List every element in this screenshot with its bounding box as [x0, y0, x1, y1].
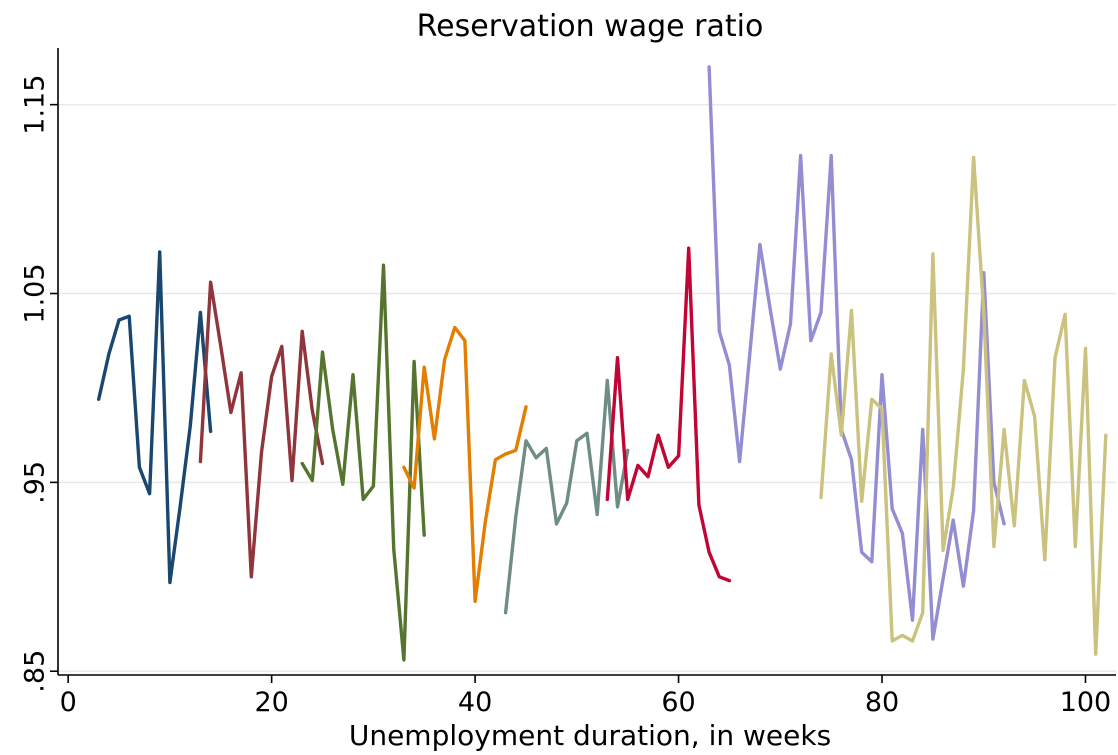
x-axis-label: Unemployment duration, in weeks	[349, 719, 831, 752]
x-tick-label: 100	[1060, 687, 1112, 718]
y-tick-label: 1.15	[19, 75, 50, 135]
series-line-8	[819, 155, 1108, 656]
series-line-4	[402, 325, 528, 603]
x-tick-label: 80	[865, 687, 899, 718]
series-line-5	[503, 378, 630, 615]
y-tick-label: .95	[19, 461, 50, 504]
chart-title: Reservation wage ratio	[417, 9, 764, 44]
series-line-3	[300, 263, 426, 662]
tick-labels: .85 .95 1.05 1.15 0 20 40 60 80 100	[19, 75, 1111, 718]
series-line-1	[96, 250, 213, 585]
gridlines	[58, 103, 1116, 672]
x-tick-label: 20	[254, 687, 288, 718]
x-tick-label: 0	[60, 687, 77, 718]
series-line-6	[605, 246, 732, 583]
axes	[57, 48, 1116, 676]
x-tick-label: 40	[458, 687, 492, 718]
series-lines	[96, 65, 1108, 662]
x-tick-label: 60	[661, 687, 695, 718]
series-line-2	[198, 280, 325, 579]
y-tick-label: .85	[19, 650, 50, 693]
y-tick-label: 1.05	[19, 263, 50, 323]
series-line-7	[707, 65, 1006, 641]
